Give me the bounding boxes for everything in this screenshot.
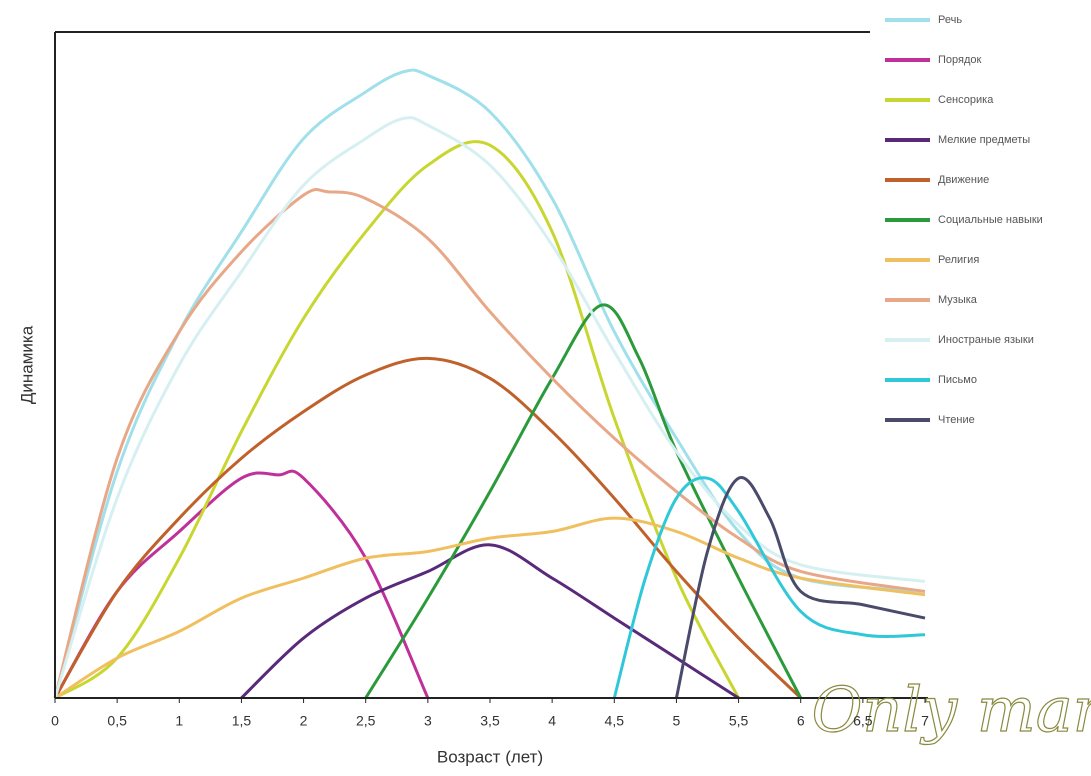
x-tick-label: 3 <box>424 713 432 729</box>
legend-label: Социальные навыки <box>938 214 1043 226</box>
x-tick-label: 1,5 <box>232 713 252 729</box>
legend-label: Мелкие предметы <box>938 134 1030 146</box>
legend-label: Речь <box>938 14 962 26</box>
legend-label: Письмо <box>938 374 977 386</box>
legend-box <box>878 0 1091 460</box>
x-tick-label: 7 <box>921 713 929 729</box>
series-line <box>53 356 802 700</box>
x-tick-label: 1 <box>175 713 183 729</box>
x-tick-label: 0 <box>51 713 59 729</box>
legend-label: Иностраные языки <box>938 334 1034 346</box>
x-tick-label: 3,5 <box>480 713 500 729</box>
watermark: Only mama <box>812 673 1091 746</box>
x-tick-label: 5 <box>673 713 681 729</box>
x-tick-label: 2,5 <box>356 713 376 729</box>
plot-area <box>53 68 926 700</box>
series-line <box>54 516 926 700</box>
x-axis-label: Возраст (лет) <box>437 747 543 766</box>
series-line <box>364 303 803 699</box>
y-axis-label: Динамика <box>17 325 36 404</box>
x-tick-label: 5,5 <box>729 713 749 729</box>
x-tick-label: 6,5 <box>853 713 873 729</box>
x-tick-label: 6 <box>797 713 805 729</box>
legend-label: Религия <box>938 254 979 266</box>
x-tick-label: 4,5 <box>605 713 625 729</box>
legend-label: Чтение <box>938 414 975 426</box>
series-line <box>54 140 740 700</box>
legend-label: Музыка <box>938 294 978 306</box>
legend-label: Сенсорика <box>938 94 994 106</box>
series-line <box>53 188 926 699</box>
x-tick-label: 2 <box>300 713 308 729</box>
series-line <box>612 476 926 699</box>
series-line <box>53 116 926 699</box>
legend-label: Движение <box>938 174 989 186</box>
x-tick-label: 4 <box>548 713 556 729</box>
series-line <box>240 543 740 700</box>
x-tick-label: 0,5 <box>107 713 127 729</box>
series-line <box>674 476 926 699</box>
legend-label: Порядок <box>938 54 982 66</box>
